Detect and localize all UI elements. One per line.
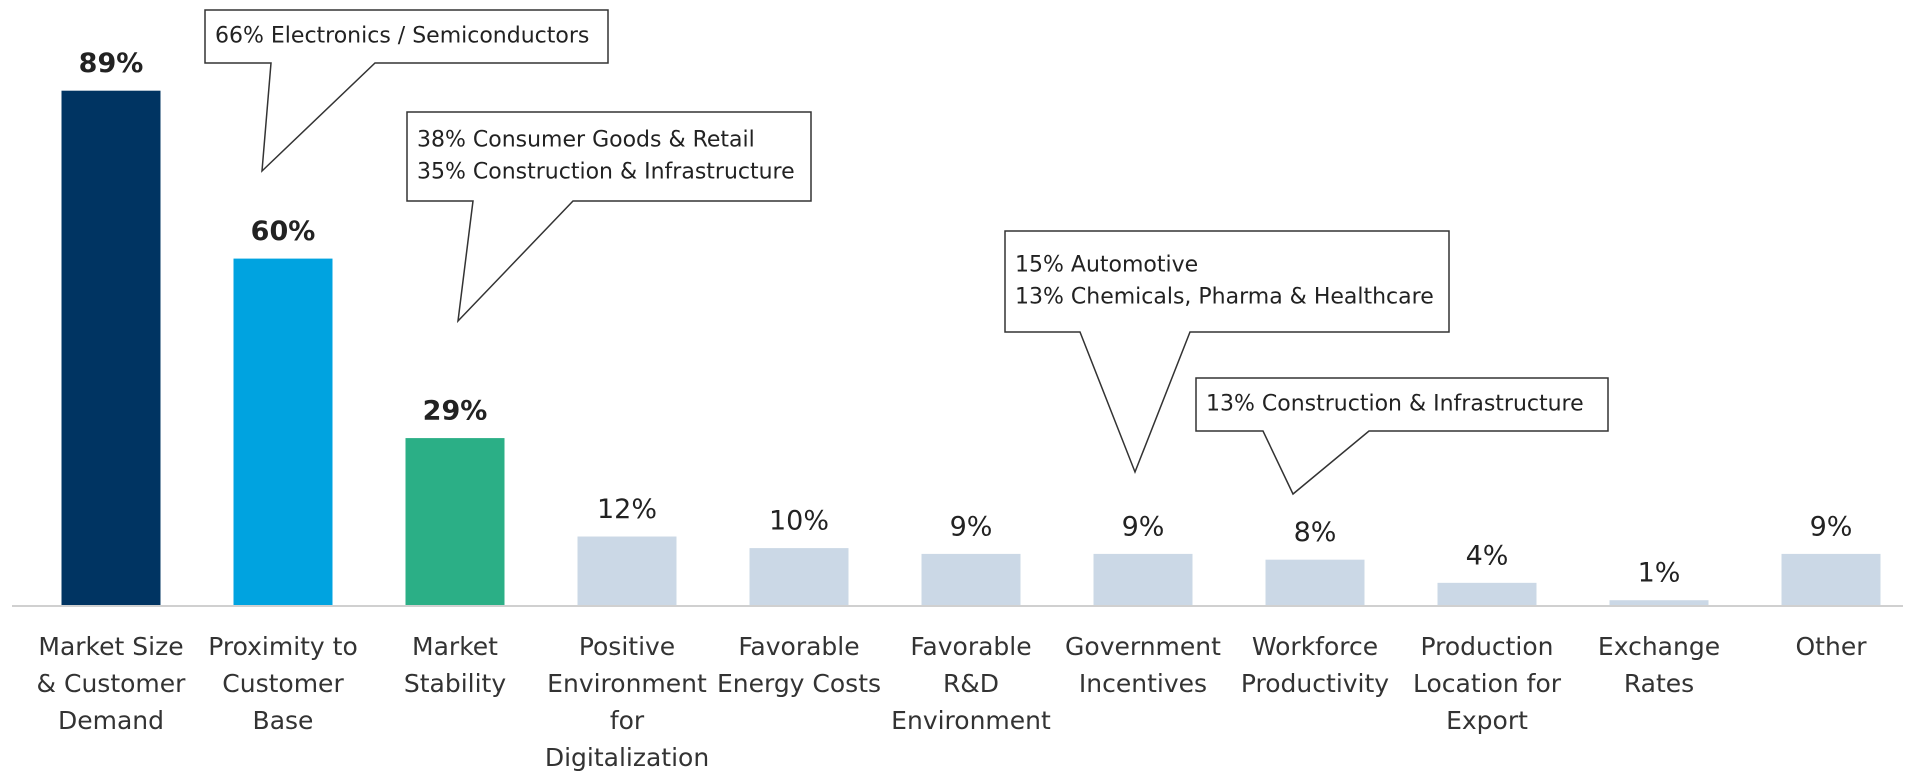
x-tick-label: Favorable R&D Environment	[891, 632, 1051, 735]
value-label: 9%	[1122, 511, 1165, 542]
callout-box	[406, 111, 812, 324]
annotation-text: 35% Construction & Infrastructure	[417, 160, 795, 185]
callout-box	[204, 9, 609, 173]
x-tick-label: Other	[1795, 632, 1867, 661]
bar	[749, 548, 849, 606]
x-tick-label: Production Location for Export	[1412, 632, 1562, 735]
annotation-text: 38% Consumer Goods & Retail	[417, 128, 755, 153]
annotation-text: 66% Electronics / Semiconductors	[215, 24, 589, 49]
value-label: 29%	[423, 396, 488, 427]
bar	[1781, 553, 1881, 606]
value-label: 60%	[251, 216, 316, 247]
bar	[1265, 559, 1365, 606]
bar	[1437, 582, 1537, 606]
annotation-text: 15% Automotive	[1015, 253, 1198, 278]
bar	[61, 90, 161, 606]
value-label: 4%	[1466, 540, 1509, 571]
callout-box	[1004, 230, 1450, 475]
value-label: 9%	[950, 511, 993, 542]
x-tick-label: Workforce Productivity	[1240, 632, 1390, 698]
value-label: 9%	[1810, 511, 1853, 542]
callout-box	[1195, 377, 1609, 496]
x-tick-label: Market Size & Customer Demand	[36, 632, 186, 735]
bar	[577, 536, 677, 606]
x-tick-label: Government Incentives	[1065, 632, 1221, 698]
annotation-text: 13% Construction & Infrastructure	[1206, 392, 1584, 417]
x-tick-label: Exchange Rates	[1597, 632, 1721, 698]
x-tick-label: Positive Environment for Digitalization	[544, 632, 710, 772]
bar	[233, 258, 333, 606]
x-tick-label: Proximity to Customer Base	[208, 632, 358, 735]
x-tick-label: Favorable Energy Costs	[716, 632, 882, 698]
annotation-text: 13% Chemicals, Pharma & Healthcare	[1015, 285, 1434, 310]
bar	[1609, 600, 1709, 606]
bar	[405, 438, 505, 606]
x-tick-label: Market Stability	[403, 632, 507, 698]
bar	[921, 553, 1021, 606]
bar	[1093, 553, 1193, 606]
value-label: 8%	[1294, 517, 1337, 548]
value-label: 1%	[1638, 558, 1681, 589]
value-label: 10%	[769, 506, 829, 537]
value-label: 12%	[597, 494, 657, 525]
value-label: 89%	[79, 48, 144, 79]
